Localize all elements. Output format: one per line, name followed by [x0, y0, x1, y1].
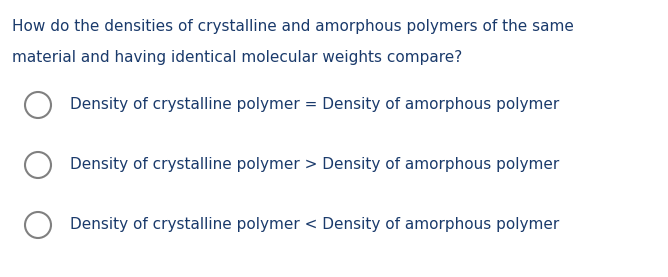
Text: Density of crystalline polymer = Density of amorphous polymer: Density of crystalline polymer = Density… — [70, 98, 559, 112]
Text: How do the densities of crystalline and amorphous polymers of the same: How do the densities of crystalline and … — [12, 19, 574, 34]
Text: Density of crystalline polymer < Density of amorphous polymer: Density of crystalline polymer < Density… — [70, 217, 559, 232]
Text: Density of crystalline polymer > Density of amorphous polymer: Density of crystalline polymer > Density… — [70, 158, 559, 173]
Text: material and having identical molecular weights compare?: material and having identical molecular … — [12, 50, 462, 65]
